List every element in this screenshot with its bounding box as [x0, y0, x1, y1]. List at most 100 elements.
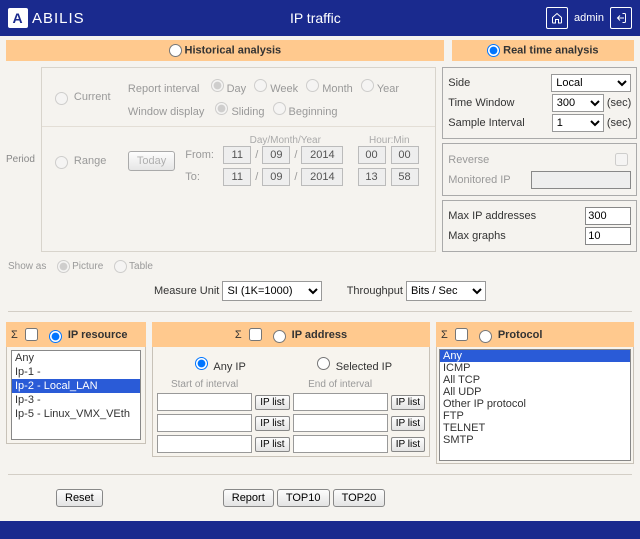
proto-label: Protocol: [498, 329, 543, 341]
tab-historical[interactable]: Historical analysis: [6, 40, 444, 61]
proto-listbox[interactable]: AnyICMPAll TCPAll UDPOther IP protocolFT…: [439, 349, 631, 461]
from-row: From: / /: [185, 146, 427, 164]
proto-item[interactable]: FTP: [440, 410, 630, 422]
soi-2[interactable]: [157, 414, 252, 432]
top10-button[interactable]: TOP10: [277, 489, 330, 507]
mid-row: Measure Unit SI (1K=1000) Throughput Bit…: [6, 281, 634, 301]
timewindow-label: Time Window: [448, 97, 514, 109]
proto-radio[interactable]: [479, 330, 492, 343]
iplist-btn-2b[interactable]: IP list: [391, 416, 425, 431]
ipres-listbox[interactable]: AnyIp-1 -Ip-2 - Local_LANIp-3 -Ip-5 - Li…: [11, 350, 141, 440]
maxgraphs-input[interactable]: [585, 227, 631, 245]
ipres-item[interactable]: Ip-5 - Linux_VMX_VEth: [12, 407, 140, 421]
sigma-ipaddr-checkbox[interactable]: [249, 328, 262, 341]
ri-day: [211, 79, 224, 92]
from-year: [301, 146, 343, 164]
brand: A ABILIS: [8, 8, 85, 28]
sampleinterval-label: Sample Interval: [448, 117, 524, 129]
eoi-3[interactable]: [293, 435, 388, 453]
from-min: [391, 146, 419, 164]
soi-1[interactable]: [157, 393, 252, 411]
show-as-row: Show as Picture Table: [8, 260, 632, 273]
report-interval-row: Report interval Day Week Month Year: [128, 76, 427, 95]
radio-current: [55, 92, 68, 105]
ri-month: [306, 79, 319, 92]
tab-realtime[interactable]: Real time analysis: [452, 40, 634, 61]
proto-item[interactable]: TELNET: [440, 422, 630, 434]
maxgraphs-label: Max graphs: [448, 230, 505, 242]
report-button[interactable]: Report: [223, 489, 274, 507]
maxip-input[interactable]: [585, 207, 631, 225]
proto-item[interactable]: ICMP: [440, 362, 630, 374]
iplist-btn-3b[interactable]: IP list: [391, 437, 425, 452]
period-range-row: Range Today Day/Month/Year Hour:Min From…: [42, 127, 435, 194]
measureunit-select[interactable]: SI (1K=1000): [222, 281, 322, 301]
from-month: [262, 146, 290, 164]
reset-button[interactable]: Reset: [56, 489, 103, 507]
proto-item[interactable]: Other IP protocol: [440, 398, 630, 410]
sigma-proto-checkbox[interactable]: [455, 328, 468, 341]
eoi-2[interactable]: [293, 414, 388, 432]
iplist-btn-3a[interactable]: IP list: [255, 437, 289, 452]
show-table-radio: [114, 260, 127, 273]
to-min: [391, 168, 419, 186]
iplist-btn-1a[interactable]: IP list: [255, 395, 289, 410]
to-year: [301, 168, 343, 186]
brand-text: ABILIS: [32, 10, 85, 27]
ri-year: [361, 79, 374, 92]
throughput-select[interactable]: Bits / Sec: [406, 281, 486, 301]
reverse-label: Reverse: [448, 154, 489, 166]
period-current-row: Current Report interval Day Week Month Y…: [42, 68, 435, 127]
measureunit-label: Measure Unit: [154, 285, 219, 297]
logout-icon[interactable]: [610, 7, 632, 29]
top-right: admin: [546, 7, 632, 29]
sigma-ipres-checkbox[interactable]: [25, 328, 38, 341]
ipaddr-mode-row: Any IP Selected IP: [157, 354, 425, 373]
proto-item[interactable]: Any: [440, 350, 630, 362]
footer: [0, 521, 640, 539]
to-hour: [358, 168, 386, 186]
ipres-radio[interactable]: [49, 330, 62, 343]
iplist-btn-1b[interactable]: IP list: [391, 395, 425, 410]
proto-item[interactable]: SMTP: [440, 434, 630, 446]
ipres-item[interactable]: Any: [12, 351, 140, 365]
period-box: Current Report interval Day Week Month Y…: [41, 67, 436, 252]
side-select[interactable]: Local: [551, 74, 631, 92]
period-current-label: Current: [74, 91, 128, 103]
eoi-1[interactable]: [293, 393, 388, 411]
side-label: Side: [448, 77, 470, 89]
proto-item[interactable]: All UDP: [440, 386, 630, 398]
period-range-label: Range: [74, 155, 128, 167]
rt-settings: Side Local Time Window 300 (sec) Sample …: [442, 67, 637, 252]
today-button: Today: [128, 151, 175, 171]
ipres-item[interactable]: Ip-3 -: [12, 393, 140, 407]
to-month: [262, 168, 290, 186]
iplist-btn-2a[interactable]: IP list: [255, 416, 289, 431]
period-label: Period: [6, 67, 35, 252]
selip-option[interactable]: Selected IP: [312, 354, 392, 373]
radio-historical[interactable]: [169, 44, 182, 57]
soi-3[interactable]: [157, 435, 252, 453]
to-row: To: / /: [185, 168, 427, 186]
ipaddr-radio[interactable]: [273, 330, 286, 343]
top20-button[interactable]: TOP20: [333, 489, 386, 507]
monitoredip-label: Monitored IP: [448, 174, 510, 186]
timewindow-select[interactable]: 300: [552, 94, 604, 112]
panel-protocol: Σ Protocol AnyICMPAll TCPAll UDPOther IP…: [436, 322, 634, 464]
topbar: A ABILIS IP traffic admin: [0, 0, 640, 36]
action-buttons: Reset Report TOP10 TOP20: [6, 489, 634, 507]
ipres-item[interactable]: Ip-1 -: [12, 365, 140, 379]
proto-item[interactable]: All TCP: [440, 374, 630, 386]
sigma-icon: Σ: [441, 329, 448, 341]
window-display-row: Window display Sliding Beginning: [128, 99, 427, 118]
to-day: [223, 168, 251, 186]
anyip-option[interactable]: Any IP: [190, 354, 246, 373]
ipres-item[interactable]: Ip-2 - Local_LAN: [12, 379, 140, 393]
throughput-label: Throughput: [347, 285, 403, 297]
page-title: IP traffic: [85, 10, 546, 26]
sampleinterval-select[interactable]: 1: [552, 114, 604, 132]
ipaddr-label: IP address: [292, 329, 347, 341]
home-icon[interactable]: [546, 7, 568, 29]
user-label: admin: [574, 12, 604, 24]
radio-realtime[interactable]: [487, 44, 500, 57]
